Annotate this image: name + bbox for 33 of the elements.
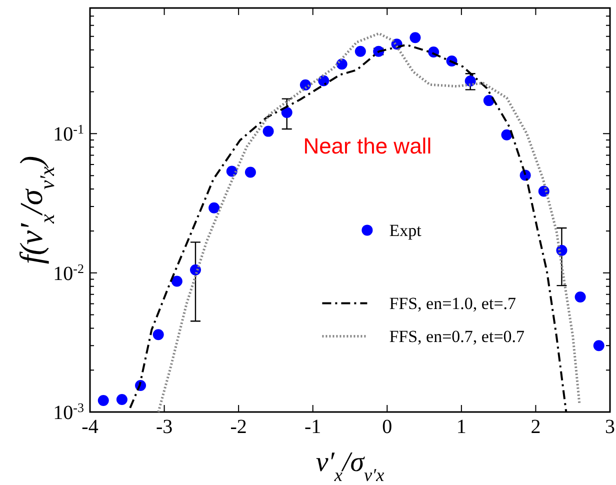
point [501,129,512,140]
y-tick-label: 10$^{-1}$ [53,121,84,146]
point [171,276,182,287]
x-tick-label: -1 [304,416,322,438]
point [593,340,604,352]
x-tick-label: 3 [605,416,615,438]
point [98,394,109,406]
x-tick-label: -4 [82,416,98,438]
legend-label: FFS, en=0.7, et=0.7 [389,327,526,346]
point [336,58,348,70]
legend-label: FFS, en=1.0, et=.7 [389,294,517,314]
point [410,32,421,44]
point [226,166,238,177]
y-tick-label: 10$^{-2}$ [53,260,84,285]
point [262,126,274,137]
x-tick-label: 0 [382,416,392,438]
point [152,329,164,340]
point [116,394,128,405]
point [300,79,311,90]
y-tick-label: 10$^{-3}$ [53,400,84,424]
x-tick-label: -3 [156,416,173,438]
point [208,202,220,214]
x-axis-title: v′$_{x}$/σ$_{v′x}$ [316,447,384,485]
point [281,106,292,118]
x-tick-label: -2 [230,416,247,438]
point [574,292,586,303]
legend-label: Expt [389,221,422,240]
point [354,46,366,57]
point [244,166,256,178]
x-tick-label: 2 [530,416,541,438]
annotation: Near the wall [303,133,432,158]
x-tick-label: 1 [456,416,466,438]
point [464,76,476,87]
